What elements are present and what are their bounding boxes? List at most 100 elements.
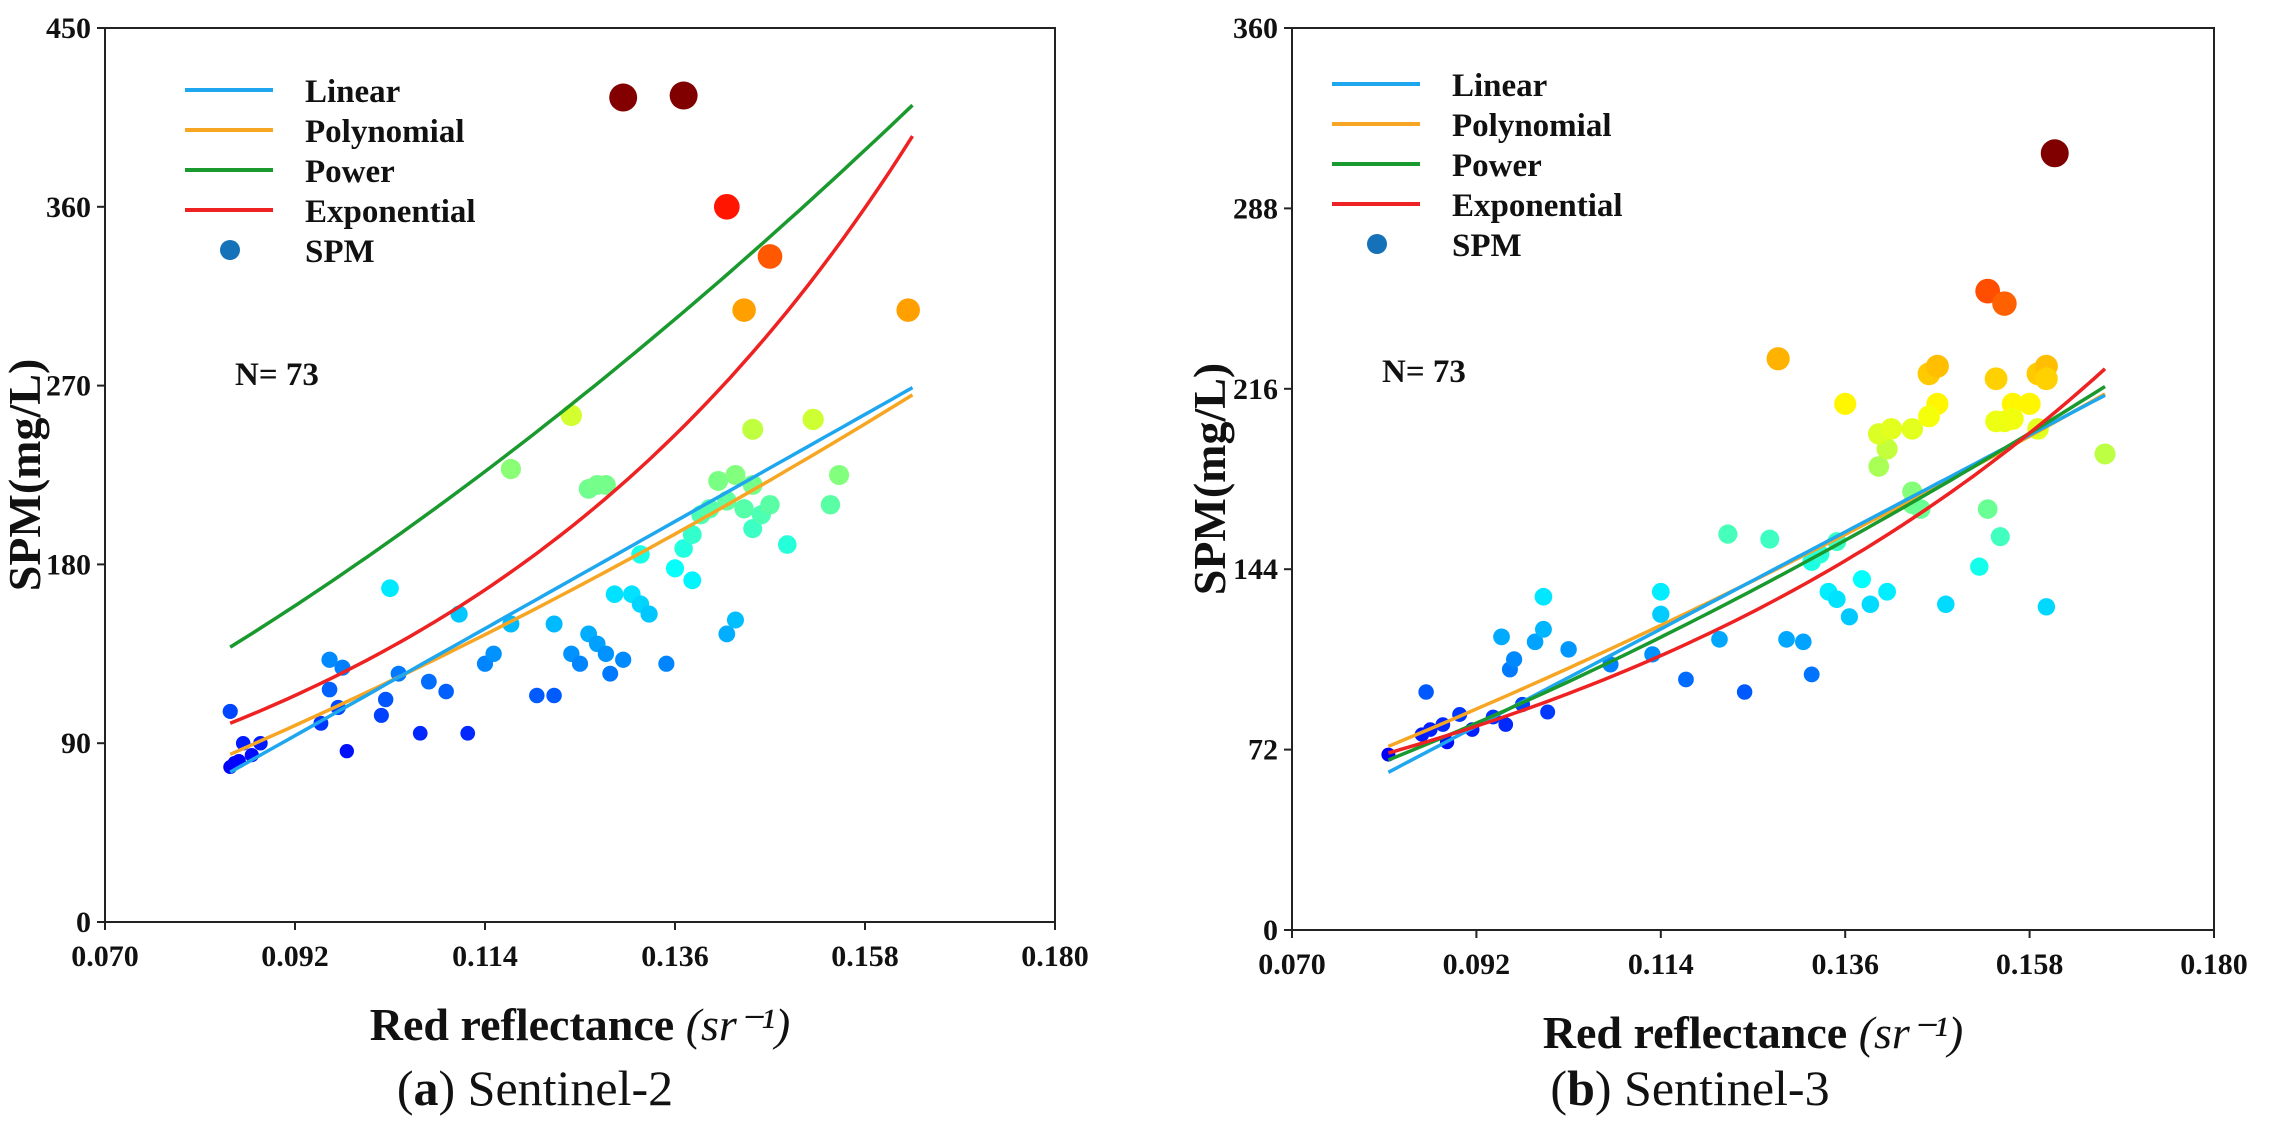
panel-b-spm-point <box>2034 367 2058 391</box>
panel-a-legend: Linear Polynomial Power Exponential SPM <box>185 74 476 270</box>
panel-b-exponential-fit-line <box>1387 367 2107 755</box>
panel-b-spm-point <box>1778 631 1795 648</box>
panel-a-polynomial-fit-line <box>229 393 914 756</box>
panel-a-sentinel-2: (a) Sentinel-2 0.070 0.092 0.114 0.136 0.158… <box>0 12 1089 1116</box>
panel-b-spm-point <box>1937 595 1955 614</box>
panel-a-x-tick-label: 0.070 <box>71 940 139 973</box>
panel-b-x-tick-label: 0.070 <box>1258 948 1326 981</box>
panel-a-spm-point <box>726 611 744 629</box>
panel-b-sentinel-3: (b) Sentinel-3 0.070 0.092 0.114 0.136 0.158… <box>1184 12 2248 1116</box>
panel-a-spm-point <box>683 571 702 590</box>
panel-b-legend-spm-label: SPM <box>1452 228 1522 264</box>
panel-a-x-axis-label: Red reflectance (sr⁻¹) <box>370 999 790 1050</box>
panel-a-spm-point <box>546 687 562 704</box>
panel-a-spm-point <box>420 673 437 690</box>
panel-a-spm-point <box>820 495 841 515</box>
panel-b-spm-point <box>1977 499 1998 519</box>
panel-a-spm-point <box>595 474 616 495</box>
panel-a-spm-point <box>222 703 238 719</box>
panel-a-spm-point <box>829 464 850 486</box>
panel-b-spm-point <box>1880 418 1903 440</box>
panel-a-scatter-points <box>222 81 920 775</box>
panel-a-spm-point <box>734 499 754 519</box>
panel-b-x-tick-label: 0.158 <box>1996 948 2064 981</box>
panel-a-y-tick-label: 360 <box>46 191 91 224</box>
panel-b-power-fit-line <box>1387 385 2106 762</box>
panel-a-spm-point <box>682 525 702 545</box>
panel-a-x-tick-label: 0.114 <box>452 940 518 973</box>
panel-b-spm-point <box>1984 367 2008 391</box>
panel-a-spm-point <box>560 404 583 427</box>
panel-b-spm-point <box>1901 418 1924 440</box>
panel-b-spm-point <box>1506 651 1523 668</box>
panel-b-spm-point <box>1852 570 1872 589</box>
panel-a-spm-point <box>802 408 824 430</box>
panel-a-spm-point <box>609 83 638 112</box>
panel-b-y-tick-label: 0 <box>1263 914 1278 947</box>
panel-b-caption: (b) Sentinel-3 <box>1550 1060 1829 1116</box>
panel-b-legend-spm-marker <box>1367 234 1387 254</box>
panel-a-spm-point <box>321 681 338 698</box>
panel-b-spm-point <box>1970 557 1989 576</box>
panel-b-legend-polynomial-label: Polynomial <box>1452 108 1612 144</box>
panel-a-caption-text: Sentinel-2 <box>455 1060 673 1116</box>
panel-a-spm-point <box>381 579 399 598</box>
panel-a-spm-point <box>377 691 394 708</box>
panel-a-spm-point <box>321 651 338 668</box>
panel-a-spm-point <box>760 495 780 515</box>
panel-b-spm-point <box>1711 631 1728 648</box>
panel-a-legend-linear-label: Linear <box>305 74 400 110</box>
panel-b-legend: Linear Polynomial Power Exponential SPM <box>1332 68 1623 264</box>
panel-a-legend-spm-label: SPM <box>305 234 375 270</box>
panel-b-spm-point <box>1910 499 1931 519</box>
panel-b-legend-exponential-label: Exponential <box>1452 188 1623 224</box>
panel-b-spm-point <box>1493 628 1510 646</box>
panel-b-spm-point <box>1975 278 2001 304</box>
panel-a-spm-point <box>743 519 763 539</box>
panel-a-spm-point <box>732 298 756 322</box>
panel-b-spm-point <box>1652 605 1670 623</box>
panel-a-y-tick-label: 180 <box>46 548 91 581</box>
panel-b-y-tick-label: 144 <box>1233 553 1278 586</box>
panel-b-spm-point <box>1925 354 1949 378</box>
panel-b-sample-count-label: N= 73 <box>1382 354 1466 390</box>
panel-a-legend-spm-marker <box>220 240 240 260</box>
panel-b-y-axis-label: SPM(mg/L) <box>1184 363 1235 596</box>
panel-a-spm-point <box>718 625 736 643</box>
panel-b-spm-point <box>1418 684 1434 700</box>
panel-b-spm-point <box>1540 704 1556 720</box>
panel-b-spm-point <box>1760 529 1780 549</box>
panel-a-spm-point <box>669 81 698 110</box>
panel-a-caption-letter: a <box>413 1060 438 1116</box>
panel-b-y-tick-label: 288 <box>1233 192 1278 225</box>
panel-a-exponential-fit-line <box>229 135 914 725</box>
panel-b-spm-point <box>2094 443 2116 465</box>
panel-b-spm-point <box>1560 641 1577 658</box>
panel-a-spm-point <box>725 464 746 486</box>
panel-a-spm-point <box>708 470 729 491</box>
panel-a-spm-point <box>438 683 454 700</box>
panel-a-spm-point <box>713 193 740 220</box>
panel-b-spm-point <box>1736 684 1753 700</box>
panel-a-spm-point <box>500 458 522 480</box>
panel-b-y-tick-label: 216 <box>1233 373 1278 406</box>
panel-b-x-tick-label: 0.092 <box>1443 948 1511 981</box>
panel-a-spm-point <box>605 585 624 604</box>
panel-a-spm-point <box>412 725 428 741</box>
panel-b-spm-point <box>1498 717 1514 732</box>
panel-a-spm-point <box>615 651 632 668</box>
panel-a-legend-power-label: Power <box>305 154 395 190</box>
panel-b-spm-point <box>1678 671 1694 688</box>
panel-a-y-tick-label: 90 <box>61 727 91 760</box>
panel-b-spm-point <box>1992 291 2017 316</box>
panel-a-spm-point <box>571 655 589 672</box>
panel-a-spm-point <box>545 615 563 633</box>
panel-b-spm-point <box>1803 666 1820 683</box>
panel-b-spm-point <box>1868 456 1890 477</box>
panel-a-spm-point <box>485 645 502 662</box>
panel-b-plot-frame <box>1291 27 2215 931</box>
panel-a-spm-point <box>658 655 675 672</box>
panel-a-spm-point <box>339 743 354 759</box>
panel-b-legend-linear-label: Linear <box>1452 68 1547 104</box>
panel-a-spm-point <box>602 665 619 682</box>
